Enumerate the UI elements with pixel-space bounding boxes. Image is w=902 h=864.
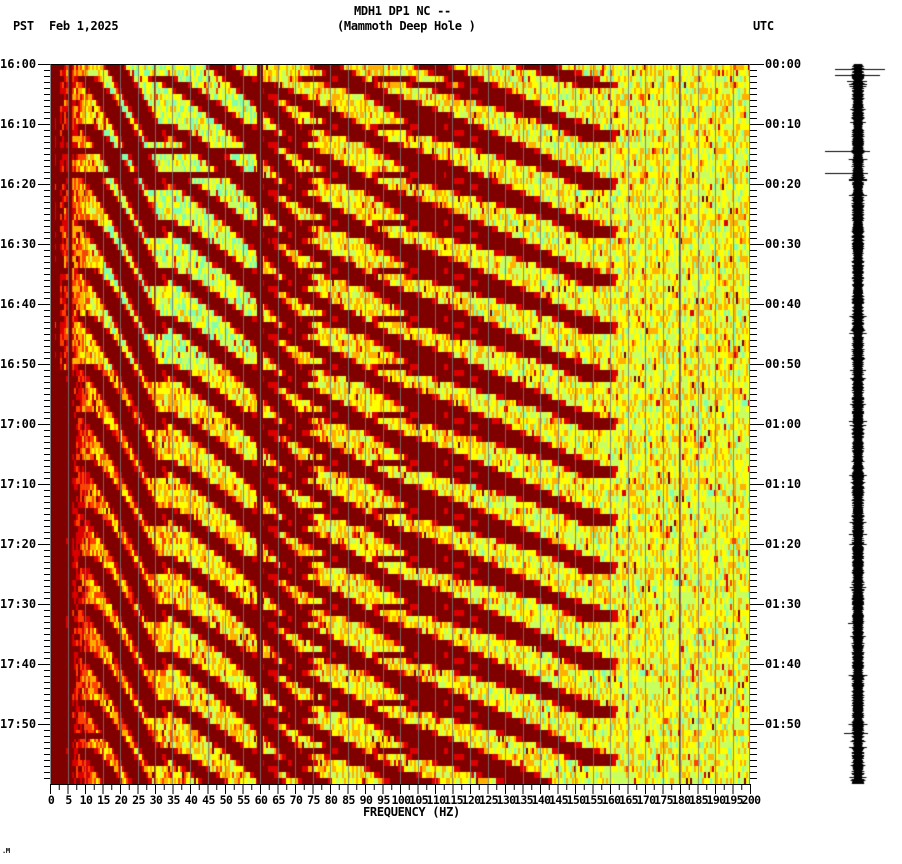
x-tick-label: 45 [202, 793, 215, 807]
x-tick-label: 195 [724, 793, 744, 807]
y-tick-label-left: 16:30 [0, 237, 37, 251]
x-tick-label: 110 [426, 793, 447, 807]
x-tick-label: 160 [601, 793, 622, 807]
x-tick-label: 15 [97, 793, 110, 807]
y-tick-label-right: 00:00 [765, 57, 802, 71]
y-tick-label-right: 01:10 [765, 477, 802, 491]
y-tick-label-right: 01:30 [765, 597, 802, 611]
y-tick-label-right: 00:20 [765, 177, 802, 191]
x-tick-label: 40 [184, 793, 198, 807]
x-tick-label: 30 [149, 793, 163, 807]
x-tick-label: 85 [342, 793, 355, 807]
x-tick-label: 10 [79, 793, 93, 807]
x-axis-title: FREQUENCY (HZ) [363, 805, 460, 819]
x-tick-label: 150 [566, 793, 587, 807]
x-tick-label: 80 [324, 793, 338, 807]
y-tick-label-left: 17:20 [0, 537, 37, 551]
x-tick-label: 190 [706, 793, 727, 807]
y-tick-label-left: 16:10 [0, 117, 37, 131]
x-tick-label: 125 [479, 793, 499, 807]
seismogram-trace [800, 60, 902, 790]
x-tick-label: 0 [47, 793, 55, 807]
y-tick-label-left: 17:00 [0, 417, 37, 431]
y-tick-label-right: 01:20 [765, 537, 802, 551]
y-tick-label-left: 16:00 [0, 57, 37, 71]
x-tick-label: 60 [254, 793, 268, 807]
x-tick-label: 70 [289, 793, 303, 807]
x-tick-label: 20 [114, 793, 128, 807]
x-tick-label: 175 [654, 793, 674, 807]
x-tick-label: 5 [65, 793, 72, 807]
x-tick-label: 140 [531, 793, 552, 807]
y-tick-label-left: 16:40 [0, 297, 37, 311]
x-tick-label: 50 [219, 793, 233, 807]
station-line: MDH1 DP1 NC -- [354, 4, 451, 18]
x-tick-label: 90 [359, 793, 373, 807]
x-tick-label: 65 [272, 793, 285, 807]
y-tick-label-right: 00:10 [765, 117, 802, 131]
x-tick-label: 95 [377, 793, 390, 807]
x-tick-label: 180 [671, 793, 692, 807]
x-tick-label: 100 [391, 793, 412, 807]
y-tick-label-left: 17:30 [0, 597, 37, 611]
x-tick-label: 105 [409, 793, 429, 807]
footer-mark: .M [2, 847, 10, 855]
x-tick-label: 130 [496, 793, 517, 807]
x-tick-label: 135 [514, 793, 534, 807]
x-tick-label: 55 [237, 793, 250, 807]
x-tick-label: 155 [584, 793, 604, 807]
date-label: Feb 1,2025 [49, 19, 119, 33]
y-tick-label-right: 01:00 [765, 417, 802, 431]
x-tick-label: 165 [619, 793, 639, 807]
x-tick-label: 115 [444, 793, 464, 807]
y-tick-label-left: 17:50 [0, 717, 37, 731]
y-tick-label-left: 17:40 [0, 657, 37, 671]
y-tick-label-left: 16:50 [0, 357, 37, 371]
x-tick-label: 120 [461, 793, 482, 807]
y-tick-label-left: 17:10 [0, 477, 37, 491]
left-timezone-label: PST [13, 19, 34, 33]
x-tick-label: 75 [307, 793, 320, 807]
spectrogram-plot [50, 64, 750, 784]
y-tick-label-right: 00:40 [765, 297, 802, 311]
station-name: (Mammoth Deep Hole ) [337, 19, 476, 33]
y-tick-label-right: 01:50 [765, 717, 802, 731]
x-tick-label: 200 [741, 793, 762, 807]
y-tick-label-left: 16:20 [0, 177, 37, 191]
right-timezone-label: UTC [753, 19, 774, 33]
y-tick-label-right: 00:30 [765, 237, 802, 251]
x-tick-label: 35 [167, 793, 180, 807]
x-tick-label: 170 [636, 793, 657, 807]
x-tick-label: 145 [549, 793, 569, 807]
y-tick-label-right: 01:40 [765, 657, 802, 671]
x-tick-label: 185 [689, 793, 709, 807]
x-tick-label: 25 [132, 793, 145, 807]
y-tick-label-right: 00:50 [765, 357, 802, 371]
